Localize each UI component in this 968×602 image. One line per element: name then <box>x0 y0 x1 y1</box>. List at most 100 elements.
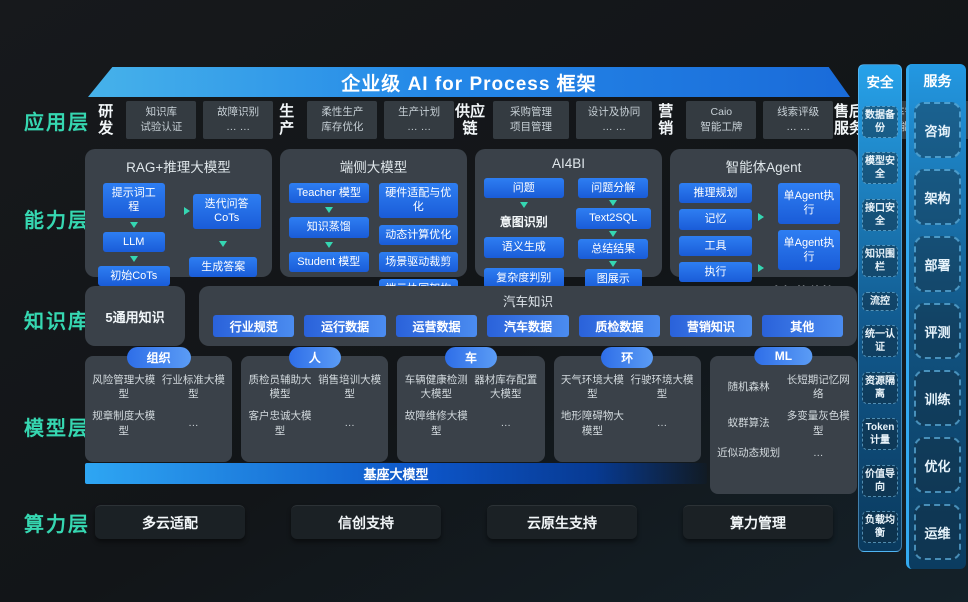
edge-step: 知识蒸馏 <box>289 217 369 238</box>
services-column: 服务 咨询 架构 部署 评测 训练 优化 运维 <box>906 64 966 569</box>
model-item: 近似动态规划 <box>717 446 781 459</box>
service-item: 优化 <box>914 437 961 493</box>
auto-knowledge-title: 汽车知识 <box>502 295 553 309</box>
agent-connector <box>752 183 770 301</box>
banner-title: 企业级 AI for Process 框架 <box>341 73 597 95</box>
knowledge-pill: 其他 <box>761 315 843 337</box>
edge-step: Student 模型 <box>289 251 369 272</box>
ai4bi-block: AI4BI 问题 意图识别 语义生成 复杂度判别 问题分解 Text2SQL 总… <box>475 149 662 290</box>
foundation-model-bar: 基座大模型 <box>85 463 707 484</box>
edge-left-column: Teacher 模型 知识蒸馏 Student 模型 <box>289 183 369 299</box>
compute-box-multicloud: 多云适配 <box>95 505 245 539</box>
app-item-line: … … <box>407 121 432 133</box>
arrow-right-icon <box>183 207 190 216</box>
app-item-line: 生产计划 <box>398 105 441 118</box>
edge-right-column: 硬件适配与优化 动态计算优化 场景驱动裁剪 端云协同架构 <box>378 183 458 300</box>
agent-right-column: 单Agent执行 单Agent执行 多智能体协同 <box>770 183 848 301</box>
agent-component: 记忆 <box>679 209 752 230</box>
arrow-right-icon <box>757 212 764 221</box>
knowledge-pill: 汽车数据 <box>487 315 569 337</box>
ai4bi-title: AI4BI <box>551 156 586 171</box>
security-title: 安全 <box>866 75 894 90</box>
model-item: … <box>656 417 668 430</box>
app-group-rd: 研发 知识库 试验认证 故障识别 … … <box>92 100 274 140</box>
service-item: 运维 <box>914 504 961 560</box>
ai4bi-step: 语义生成 <box>484 237 564 258</box>
arrow-right-icon <box>757 263 764 272</box>
edge-model-title: 端侧大模型 <box>339 160 408 175</box>
security-item: 知识围栏 <box>862 245 898 277</box>
app-group-name: 生产 <box>279 102 295 137</box>
agent-title: 智能体Agent <box>725 160 802 175</box>
ai4bi-step-text: 意图识别 <box>499 215 548 230</box>
agent-component: 执行 <box>679 261 752 283</box>
rag-step: 迭代问答CoTs <box>192 194 261 229</box>
security-item: 模型安全 <box>862 152 898 184</box>
agent-exec-box: 单Agent执行 <box>777 229 841 271</box>
model-group-people: 人 质检员辅助大模型 销售培训大模型 客户忠诚大模型 … <box>241 347 389 462</box>
agent-exec-box: 单Agent执行 <box>777 183 841 224</box>
model-item: 故障维修大模型 <box>404 410 468 437</box>
rag-step: 提示词工程 <box>102 183 165 218</box>
model-item: 车辆健康检测大模型 <box>404 374 468 401</box>
model-item: 器材库存配置大模型 <box>474 374 538 401</box>
service-item: 咨询 <box>914 102 961 158</box>
security-item: 数据备份 <box>862 105 898 138</box>
app-item-line: … … <box>226 121 251 133</box>
app-item-box: 柔性生产 库存优化 <box>307 100 378 140</box>
layer-label-application: 应用层 <box>24 112 90 134</box>
app-item-line: 库存优化 <box>321 121 364 133</box>
knowledge-layer-row: 5通用知识 汽车知识 行业规范 运行数据 运营数据 汽车数据 质检数据 营销知识… <box>85 286 857 346</box>
model-item: 销售培训大模型 <box>318 374 382 401</box>
app-item-box: 生产计划 … … <box>384 100 455 140</box>
foundation-model-label: 基座大模型 <box>363 467 429 482</box>
title-banner: 企业级 AI for Process 框架 <box>88 67 850 97</box>
security-item: 资源隔离 <box>862 371 898 404</box>
model-group-org: 组织 风险管理大模型 行业标准大模型 规章制度大模型 … <box>85 347 233 462</box>
service-item: 部署 <box>914 236 961 292</box>
rag-step: 初始CoTs <box>97 265 170 287</box>
app-item-box: 线索评级 … … <box>763 100 834 140</box>
app-item-box: 采购管理 项目管理 <box>493 100 570 140</box>
agent-left-column: 推理规划 记忆 工具 执行 <box>679 183 752 301</box>
model-item: 行驶环境大模型 <box>630 374 694 401</box>
security-column: 安全 数据备份 模型安全 接口安全 知识围栏 流控 统一认证 资源隔离 Toke… <box>858 64 902 552</box>
knowledge-pill: 运营数据 <box>395 315 478 337</box>
app-item-line: … … <box>602 121 626 133</box>
app-item-box: 设计及协同 … … <box>576 100 653 140</box>
app-group-name: 营销 <box>658 102 674 137</box>
app-group-marketing: 营销 Caio 智能工牌 线索评级 … … <box>652 100 834 140</box>
rag-step: LLM <box>102 231 165 252</box>
model-item: … <box>812 446 824 459</box>
model-item: 地形障碍物大模型 <box>560 410 624 437</box>
edge-step: Teacher 模型 <box>289 183 369 204</box>
layer-label-capability: 能力层 <box>24 210 90 232</box>
edge-feature: 硬件适配与优化 <box>378 183 458 218</box>
app-item-line: 设计及协同 <box>587 105 641 118</box>
model-group-tag: 人 <box>288 347 341 368</box>
model-item: … <box>344 417 355 430</box>
rag-block: RAG+推理大模型 提示词工程 LLM 初始CoTs 迭代问答CoTs <box>85 149 272 287</box>
model-item: 长短期记忆网络 <box>786 374 850 401</box>
auto-knowledge-panel: 汽车知识 行业规范 运行数据 运营数据 汽车数据 质检数据 营销知识 其他 <box>199 286 857 346</box>
app-item-box: Caio 智能工牌 <box>686 100 757 140</box>
capability-layer-row: RAG+推理大模型 提示词工程 LLM 初始CoTs 迭代问答CoTs <box>85 149 857 300</box>
security-item: 负载均衡 <box>862 511 898 543</box>
app-item-line: 线索评级 <box>777 105 820 118</box>
knowledge-pill: 运行数据 <box>304 315 386 337</box>
app-item-box: 知识库 试验认证 <box>126 100 197 140</box>
layer-label-compute: 算力层 <box>24 514 90 536</box>
model-item: … <box>188 417 199 430</box>
security-item: 统一认证 <box>862 325 898 357</box>
edge-feature: 动态计算优化 <box>378 224 458 245</box>
model-item: 客户忠诚大模型 <box>248 410 312 437</box>
app-group-name: 售后服务 <box>834 102 865 137</box>
arrow-down-icon <box>129 221 138 228</box>
app-item-line: 智能工牌 <box>700 121 743 133</box>
arrow-down-icon <box>609 230 618 237</box>
ai4bi-step: 总结结果 <box>578 238 649 259</box>
security-item: 接口安全 <box>862 198 898 231</box>
model-group-tag: 组织 <box>126 347 191 368</box>
model-item: 质检员辅助大模型 <box>248 374 312 401</box>
